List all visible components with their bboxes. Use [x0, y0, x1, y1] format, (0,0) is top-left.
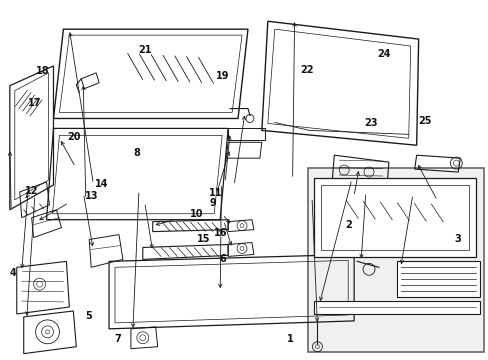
Text: 22: 22 — [299, 65, 313, 75]
Text: 8: 8 — [133, 148, 140, 158]
Text: 4: 4 — [9, 268, 16, 278]
Text: 12: 12 — [25, 186, 39, 196]
Text: 6: 6 — [219, 253, 226, 264]
Text: 9: 9 — [209, 198, 216, 208]
Text: 13: 13 — [85, 191, 98, 201]
Text: 18: 18 — [36, 66, 50, 76]
Text: 2: 2 — [345, 220, 351, 230]
Polygon shape — [314, 178, 475, 257]
Text: 23: 23 — [363, 118, 377, 128]
Text: 16: 16 — [213, 228, 226, 238]
Text: 14: 14 — [94, 179, 108, 189]
Text: 11: 11 — [208, 188, 222, 198]
Text: 3: 3 — [454, 234, 461, 244]
Text: 17: 17 — [28, 98, 41, 108]
Text: 15: 15 — [196, 234, 209, 244]
Text: 1: 1 — [286, 334, 293, 344]
Text: 10: 10 — [190, 209, 203, 219]
Polygon shape — [314, 301, 479, 314]
Text: 24: 24 — [377, 49, 390, 59]
FancyBboxPatch shape — [307, 168, 483, 352]
Text: 25: 25 — [417, 116, 431, 126]
Text: 7: 7 — [114, 334, 121, 344]
Text: 5: 5 — [85, 311, 91, 321]
Text: 19: 19 — [216, 71, 229, 81]
Text: 20: 20 — [67, 132, 81, 142]
Polygon shape — [396, 261, 479, 297]
Text: 21: 21 — [138, 45, 151, 55]
